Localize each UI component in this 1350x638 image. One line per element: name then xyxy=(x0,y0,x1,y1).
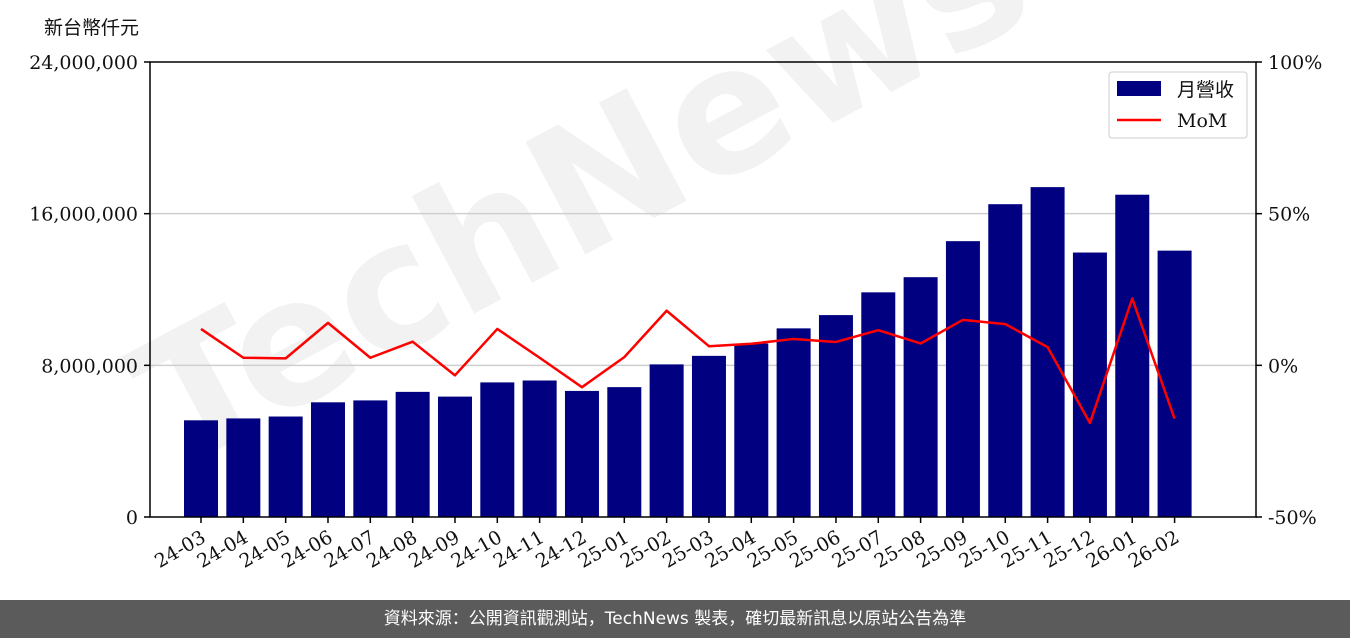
bar-25-11 xyxy=(1030,187,1065,517)
mom-series xyxy=(200,297,1176,425)
revenue-chart: TechNews 08,000,00016,000,00024,000,000-… xyxy=(29,0,1322,573)
bar-24-06 xyxy=(310,402,345,517)
bar-25-09 xyxy=(945,241,980,517)
bar-25-12 xyxy=(1072,252,1107,517)
bar-24-04 xyxy=(226,418,261,517)
bar-25-06 xyxy=(818,315,853,517)
left-tick-label: 16,000,000 xyxy=(29,204,138,226)
bar-24-12 xyxy=(564,390,599,517)
left-tick-label: 0 xyxy=(126,507,138,529)
unit-label: 新台幣仟元 xyxy=(44,17,139,39)
legend: 月營收 MoM xyxy=(1108,71,1248,139)
right-tick-label: 100% xyxy=(1268,52,1322,74)
bar-24-11 xyxy=(522,380,557,517)
bar-24-09 xyxy=(437,396,472,517)
bar-25-04 xyxy=(734,343,769,517)
bar-25-02 xyxy=(649,364,684,517)
bar-25-10 xyxy=(988,204,1023,517)
right-tick-label: -50% xyxy=(1268,507,1317,529)
bar-25-07 xyxy=(861,292,896,517)
source-footer: 資料來源：公開資訊觀測站，TechNews 製表，確切最新訊息以原站公告為準 xyxy=(0,600,1350,638)
legend-label-revenue: 月營收 xyxy=(1177,79,1234,101)
bar-25-05 xyxy=(776,328,811,517)
bar-24-08 xyxy=(395,391,430,517)
legend-label-mom: MoM xyxy=(1177,110,1227,132)
bar-24-10 xyxy=(480,382,515,517)
right-tick-label: 0% xyxy=(1268,355,1298,377)
bar-25-08 xyxy=(903,277,938,517)
plot-frame xyxy=(149,61,1257,518)
bar-25-01 xyxy=(607,387,642,517)
bar-24-07 xyxy=(353,400,388,517)
left-tick-label: 24,000,000 xyxy=(29,52,138,74)
right-tick-label: 50% xyxy=(1268,204,1310,226)
mom-line xyxy=(200,297,1176,425)
legend-swatch-bar xyxy=(1117,81,1161,96)
axes xyxy=(149,61,1257,518)
bar-26-01 xyxy=(1115,194,1150,518)
bar-24-03 xyxy=(184,420,218,517)
left-tick-label: 8,000,000 xyxy=(41,355,138,377)
bar-25-03 xyxy=(691,355,726,517)
bar-24-05 xyxy=(268,416,303,517)
